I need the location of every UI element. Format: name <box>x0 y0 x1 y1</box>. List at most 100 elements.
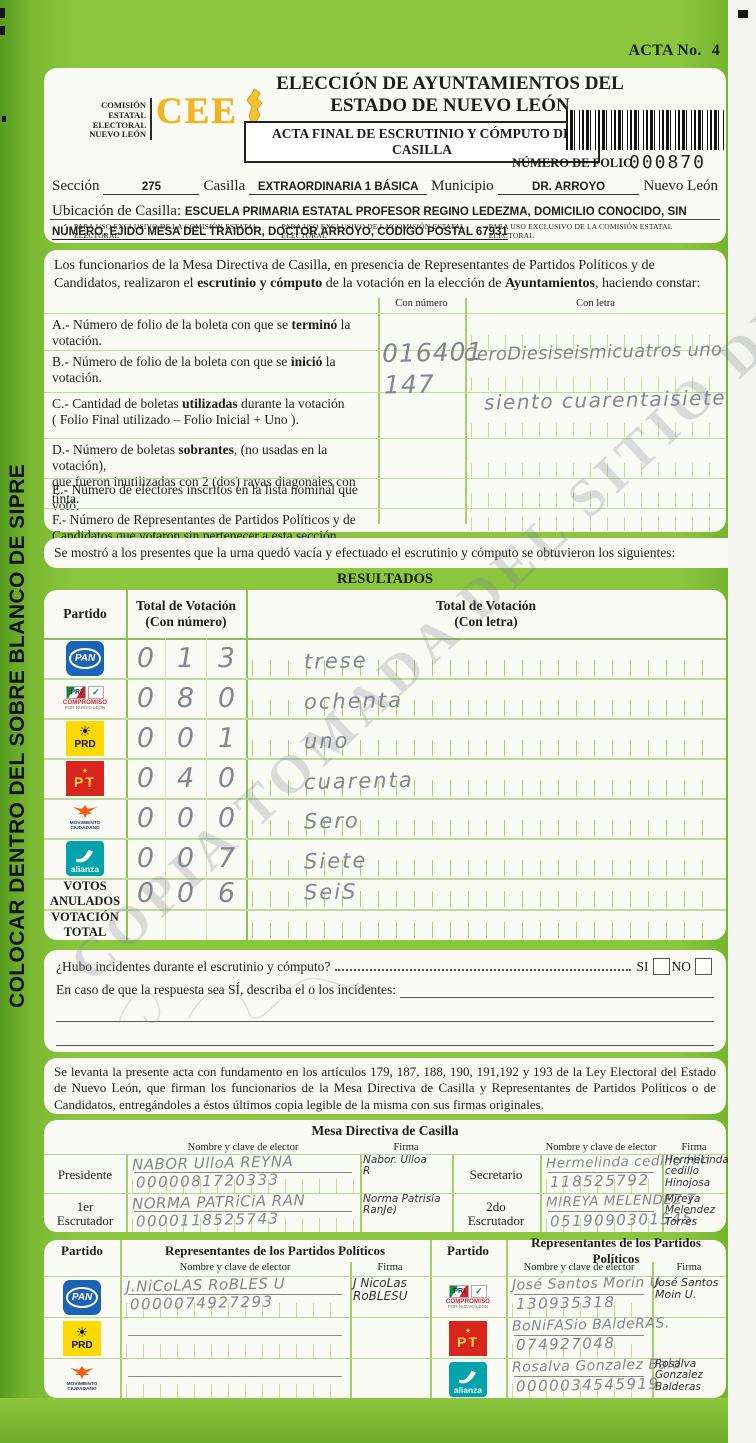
incidents-panel: ¿Hubo incidentes durante el escrutinio y… <box>44 950 726 1052</box>
incidents-describe-row: En caso de que la respuesta sea SÍ, desc… <box>56 982 714 998</box>
item-a-bold: terminó <box>291 317 338 332</box>
alianza-logo-icon: alianza <box>449 1361 487 1397</box>
write-line <box>56 1022 714 1046</box>
column-divider <box>246 590 248 940</box>
escrutador2-signature: Mireya Melendez Torres <box>665 1193 716 1228</box>
vote-digit: 0 <box>217 762 236 794</box>
vote-words: ochenta <box>303 687 404 715</box>
municipio-label: Municipio <box>431 178 494 194</box>
ubicacion-value: ESCUELA PRIMARIA ESTATAL PROFESOR REGINO… <box>52 206 687 239</box>
binding-mark <box>2 116 6 122</box>
pencil-scribble <box>118 977 360 1024</box>
alianza-logo-label: alianza <box>453 1384 483 1395</box>
results-header-row: Partido Total de Votación (Con número) T… <box>44 590 726 640</box>
column-divider <box>378 298 380 524</box>
intro-paragraph: Los funcionarios de la Mesa Directiva de… <box>44 250 726 294</box>
item-b-text: B.- Número de folio de la boleta con que… <box>52 354 291 369</box>
rep-pri-signature: José Santos Moin U. <box>655 1276 719 1301</box>
vote-digit: 6 <box>217 877 236 910</box>
rep-row-3: MOVIMIENTO CIUDADANO alianza Rosalva Gon… <box>44 1356 726 1399</box>
side-instruction-text: COLOCAR DENTRO DEL SOBRE BLANCO DE SIPRE <box>6 463 29 1008</box>
col-header-partido: Partido <box>447 1243 489 1258</box>
pt-logo-icon: ★ PT <box>66 760 104 796</box>
item-c-text: durante la votación ( Folio Final utiliz… <box>52 396 345 428</box>
item-d-text: D.- Número de boletas <box>52 442 179 457</box>
casilla-label: Casilla <box>203 178 246 194</box>
movimiento-ciudadano-logo-icon: MOVIMIENTO CIUDADANO <box>62 804 108 832</box>
presidente-signature: Nabor. Ulloa R <box>363 1154 427 1178</box>
vote-digit: 0 <box>136 762 155 794</box>
vote-digit: 3 <box>217 642 236 674</box>
check-icon: ✓ <box>471 1285 487 1299</box>
binding-mark <box>738 10 748 18</box>
col-header-firma: Firma <box>681 1142 707 1153</box>
mesa-row-2: 1er Escrutador NORMA PATRiCiA RAN 000011… <box>44 1191 726 1233</box>
column-divider <box>126 590 128 940</box>
alianza-logo-icon: alianza <box>66 840 104 876</box>
seccion-value: 275 <box>103 181 200 195</box>
rep-pt-name: BoNiFASio BAldeRAS. <box>511 1315 671 1335</box>
mesa-row-1: Presidente NABOR UlloA REYNA 00000817203… <box>44 1152 729 1194</box>
vote-words: SeiS <box>303 879 358 905</box>
vote-digit: 0 <box>136 842 155 874</box>
mc-label-1: MOVIMIENTO <box>66 1381 98 1387</box>
item-d-bold: sobrantes <box>178 442 234 457</box>
item-a-text: la votación. <box>52 317 351 349</box>
intro-bold: escrutinio y cómputo <box>197 275 323 291</box>
count-items-panel: Los funcionarios de la Mesa Directiva de… <box>44 250 726 543</box>
mc-label-2: CIUDADANO <box>67 1386 97 1392</box>
form-title-line1: ELECCIÓN DE AYUNTAMIENTOS DEL <box>276 73 624 94</box>
org-line: NUEVO LEÓN <box>89 129 146 140</box>
form-subtitle: ACTA FINAL DE ESCRUTINIO Y CÓMPUTO DE CA… <box>244 121 600 163</box>
mc-label-2: CIUDADANO <box>70 825 100 831</box>
secretario-clave: 118525792 <box>549 1170 650 1192</box>
si-label: SI <box>636 959 649 974</box>
rep-pri-clave: 130935318 <box>515 1292 616 1314</box>
municipio-value: DR. ARROYO <box>497 181 640 195</box>
escrutador1-signature: Norma Patrisia RanJe) <box>363 1193 441 1217</box>
item-c-text: C.- Cantidad de boletas <box>52 396 183 411</box>
vote-words: Sero <box>303 808 360 834</box>
org-line: COMISIÓN <box>101 100 146 110</box>
section-line: Sección 275 Casilla EXTRAORDINARIA 1 BÁS… <box>52 178 718 195</box>
movimiento-ciudadano-logo-icon: MOVIMIENTO CIUDADANO <box>59 1365 105 1393</box>
vote-words: uno <box>303 728 350 754</box>
pri-compromiso-logo-icon: PRI ✓ COMPROMISO POR NUEVO LEÓN <box>445 1285 491 1310</box>
form-title: ELECCIÓN DE AYUNTAMIENTOS DEL ESTADO DE … <box>194 73 706 117</box>
pt-logo-label: PT <box>74 773 96 790</box>
compromiso-sublabel: POR NUEVO LEÓN <box>64 704 106 710</box>
pan-logo-icon: PAN <box>63 1280 101 1315</box>
write-line <box>56 998 714 1022</box>
bottom-green-band <box>0 1398 756 1443</box>
vote-digit: 0 <box>177 802 195 834</box>
prd-logo-icon: ☀ PRD <box>63 1321 101 1356</box>
vote-digit: 0 <box>217 802 236 834</box>
rep-pan-clave: 0000074927293 <box>129 1292 274 1314</box>
column-divider <box>465 298 467 524</box>
ubicacion-label: Ubicación de Casilla: <box>52 203 182 219</box>
acta-number-label: ACTA No. <box>628 42 702 59</box>
vote-digit: 0 <box>136 802 155 834</box>
item-row-d: D.- Número de boletas sobrantes, (no usa… <box>44 438 726 506</box>
si-checkbox <box>652 958 670 975</box>
col-header-firma: Firma <box>676 1262 702 1273</box>
role-primer-escrutador: 1er Escrutador <box>56 1198 114 1228</box>
vote-digit: 1 <box>177 642 195 674</box>
compromiso-sublabel: POR NUEVO LEÓN <box>447 1304 489 1310</box>
pt-logo-icon: ★ PT <box>449 1321 487 1356</box>
casilla-value: EXTRAORDINARIA 1 BÁSICA <box>249 181 428 195</box>
org-line: ESTATAL <box>108 109 146 120</box>
swoosh-icon <box>459 1370 476 1383</box>
swoosh-icon <box>76 849 93 862</box>
compromiso-label: COMPROMISO <box>62 699 108 706</box>
incidents-describe-label: En caso de que la respuesta sea SÍ, desc… <box>56 982 397 997</box>
vote-words: Siete <box>303 848 368 874</box>
vote-digit: 7 <box>217 842 236 874</box>
intro-text: de la votación en la elección de <box>322 275 505 291</box>
no-label: NO <box>671 959 692 974</box>
legal-paragraph: Se levanta la presente acta con fundamen… <box>54 1064 716 1112</box>
item-c-bold: utilizadas <box>182 396 238 411</box>
